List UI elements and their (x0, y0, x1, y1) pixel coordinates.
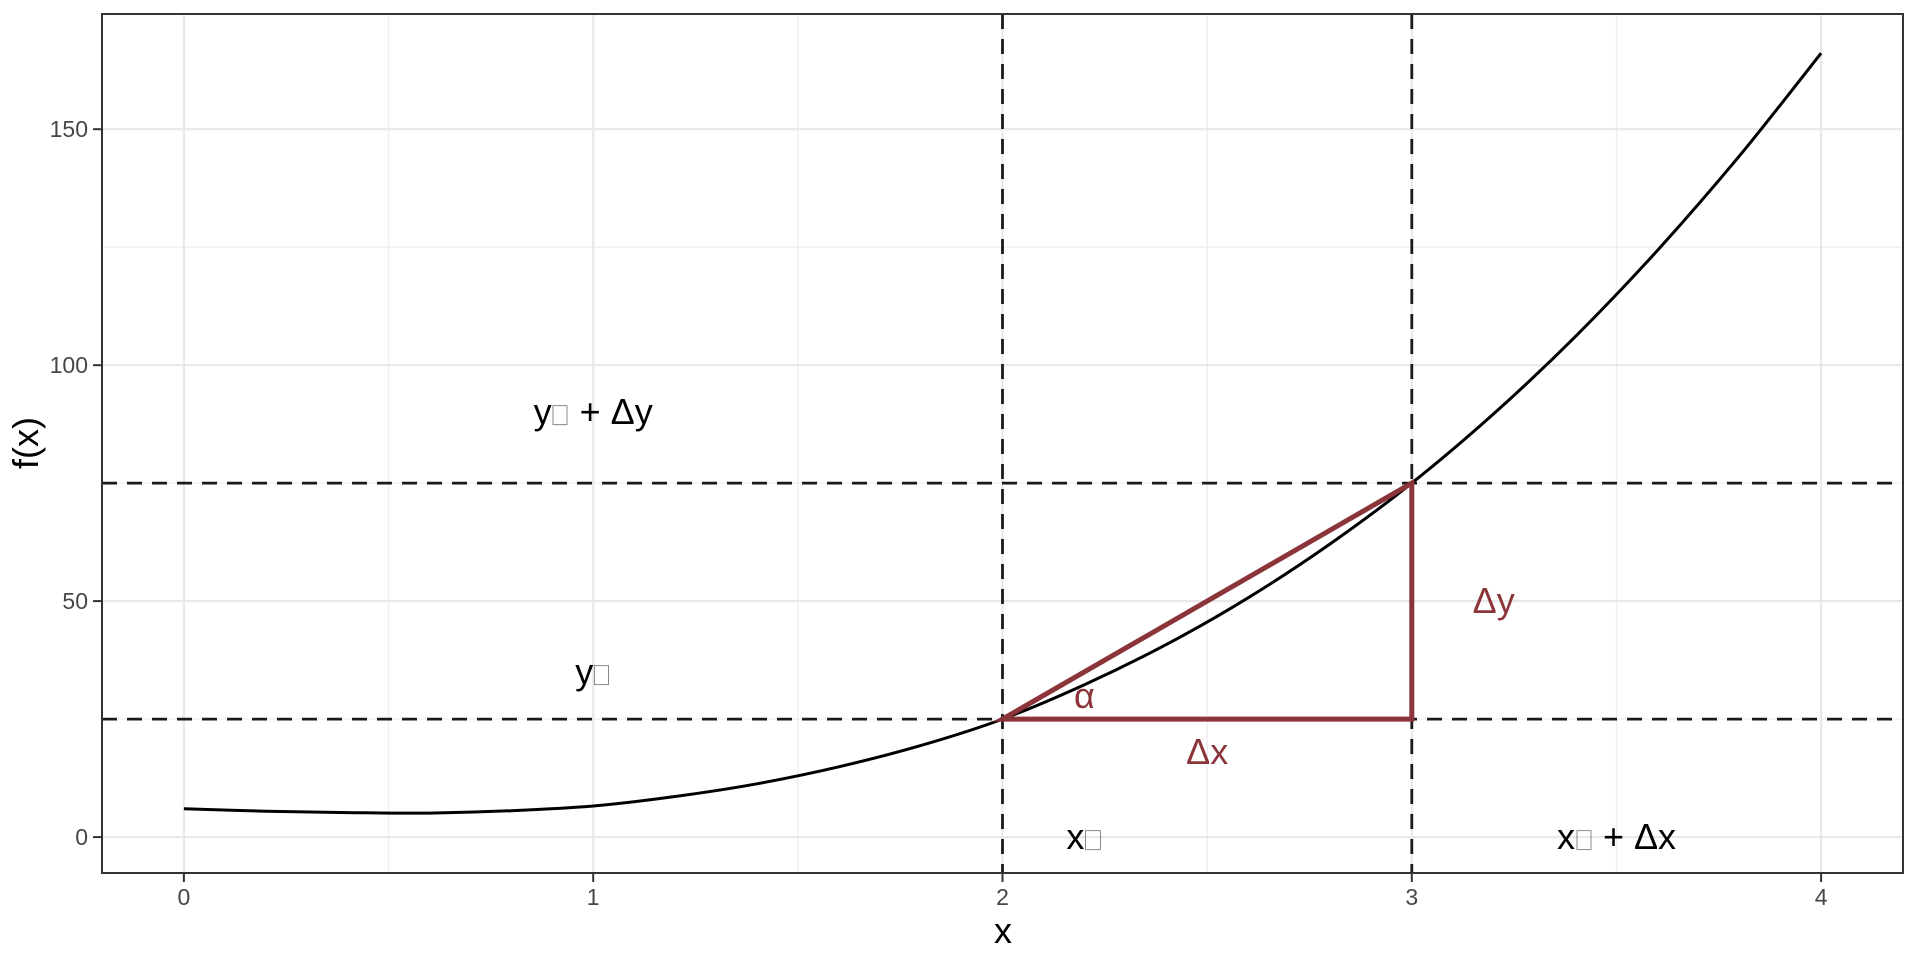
triangle-path (993, 478, 1415, 722)
function-curve (183, 52, 1823, 815)
x-axis-title: x (994, 910, 1012, 951)
curve-path (183, 52, 1823, 815)
axis-tick-marks (93, 128, 1823, 882)
secant-triangle (993, 478, 1415, 722)
panel-border (101, 13, 1904, 874)
y-axis-title: f(x) (5, 417, 46, 469)
